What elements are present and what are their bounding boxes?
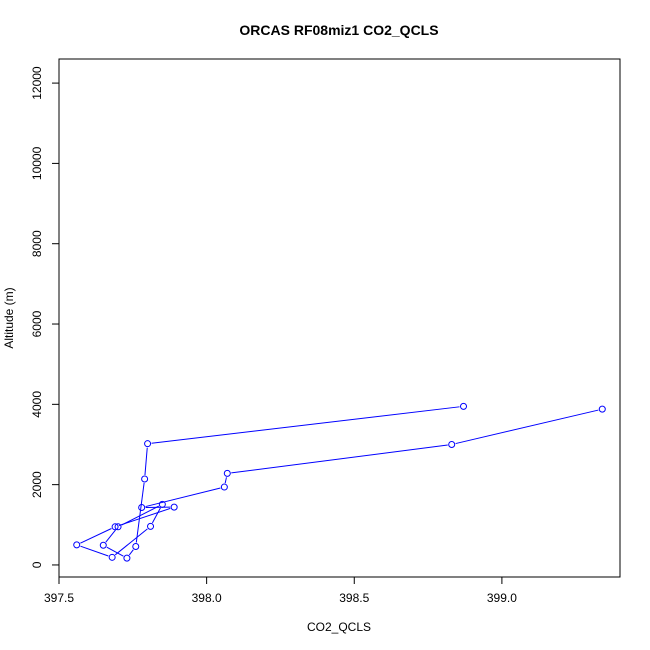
data-series [73, 402, 606, 562]
data-point [99, 541, 107, 549]
y-tick-label: 8000 [30, 230, 44, 257]
x-tick-label: 397.5 [44, 591, 74, 605]
series-segment [106, 546, 124, 557]
series-segment [118, 507, 171, 527]
series-segment [135, 482, 145, 543]
data-point [158, 500, 166, 508]
x-axis: 397.5 398.0 398.5 399.0 [44, 576, 517, 605]
data-point [108, 553, 116, 561]
data-point [138, 504, 146, 512]
series-segment [455, 409, 599, 445]
series-segment [224, 477, 227, 484]
series-segment [80, 545, 109, 557]
x-tick-label: 399.0 [487, 591, 517, 605]
y-tick-label: 2000 [30, 471, 44, 498]
y-tick-label: 10000 [30, 146, 44, 180]
series-segment [151, 406, 460, 444]
x-axis-label: CO2_QCLS [307, 620, 371, 634]
y-tick-label: 12000 [30, 66, 44, 100]
x-tick-label: 398.0 [192, 591, 222, 605]
data-point [220, 483, 228, 491]
data-point [460, 402, 468, 410]
series-segment [128, 549, 134, 556]
data-point [114, 523, 122, 531]
data-point [132, 542, 140, 550]
y-tick-label: 0 [30, 561, 44, 568]
y-tick-label: 4000 [30, 391, 44, 418]
series-segment [151, 507, 161, 524]
series-segment [114, 528, 148, 556]
data-point [598, 405, 606, 413]
data-point [170, 503, 178, 511]
data-point [111, 523, 119, 531]
data-point [123, 554, 131, 562]
data-point [223, 469, 231, 477]
series-segment [145, 487, 221, 508]
chart-title: ORCAS RF08miz1 CO2_QCLS [239, 22, 438, 38]
series-segment [144, 447, 148, 476]
y-axis: 0 2000 4000 6000 8000 10000 12000 [30, 66, 60, 568]
data-point [141, 475, 149, 483]
series-segment [80, 528, 112, 544]
data-point [147, 522, 155, 530]
y-axis-label: Altitude (m) [2, 287, 16, 348]
series-segment [231, 444, 448, 474]
plot-frame [58, 58, 621, 578]
x-tick-label: 398.5 [339, 591, 369, 605]
data-point [73, 541, 81, 549]
data-point [448, 440, 456, 448]
data-point [144, 440, 152, 448]
series-segment [105, 529, 116, 543]
y-tick-label: 6000 [30, 310, 44, 337]
series-segment [121, 505, 160, 526]
